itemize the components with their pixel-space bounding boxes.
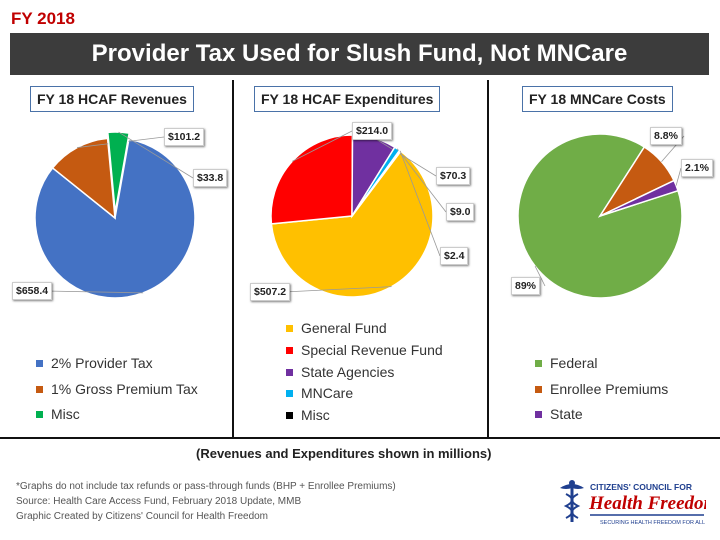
revenues-data-label-1: $101.2: [164, 128, 205, 146]
revenues-legend-swatch-0: [36, 359, 43, 367]
panel-divider-1: [232, 80, 234, 437]
revenues-leader-0: [45, 290, 144, 294]
expenditures-chart-title: FY 18 HCAF Expenditures: [254, 86, 441, 112]
fiscal-year-label: FY 2018: [11, 9, 75, 28]
logo-main-text: Health Freedom: [588, 493, 706, 514]
mncare-legend-item-0: Federal: [535, 355, 597, 371]
revenues-legend-swatch-1: [36, 385, 43, 393]
mncare-legend-swatch-2: [535, 410, 542, 418]
expenditures-legend-item-4: Misc: [286, 407, 330, 423]
expenditures-data-label-0: $507.2: [250, 283, 291, 301]
revenues-leader-2: [118, 131, 194, 179]
revenues-legend-label-2: Misc: [51, 406, 80, 422]
expenditures-leader-4: [399, 150, 441, 257]
expenditures-legend-swatch-1: [286, 346, 293, 354]
revenues-legend-item-0: 2% Provider Tax: [36, 355, 153, 371]
revenues-data-label-0: $658.4: [12, 282, 53, 300]
credit-line: Graphic Created by Citizens' Council for…: [16, 511, 269, 522]
mncare-data-label-1: 8.8%: [650, 127, 682, 145]
expenditures-legend-label-2: State Agencies: [301, 364, 395, 380]
expenditures-leader-3: [396, 148, 447, 213]
mncare-chart-title: FY 18 MNCare Costs: [522, 86, 673, 112]
expenditures-leader-1: [291, 130, 353, 162]
mncare-slice-2: [599, 179, 679, 217]
mncare-leader-2: [675, 167, 682, 186]
ccfhf-logo: CITIZENS' COUNCIL FOR Health Freedom SEC…: [556, 478, 718, 528]
mncare-legend-item-1: Enrollee Premiums: [535, 381, 668, 397]
expenditures-legend-swatch-3: [286, 389, 293, 397]
expenditures-legend-item-1: Special Revenue Fund: [286, 342, 443, 358]
expenditures-legend-label-1: Special Revenue Fund: [301, 342, 443, 358]
expenditures-data-label-3: $9.0: [446, 203, 475, 221]
expenditures-legend-item-3: MNCare: [286, 385, 353, 401]
expenditures-legend-swatch-0: [286, 324, 293, 332]
expenditures-legend-label-3: MNCare: [301, 385, 354, 401]
revenues-legend-item-2: Misc: [36, 406, 80, 422]
expenditures-slice-1: [270, 134, 354, 225]
revenues-data-label-2: $33.8: [193, 169, 228, 187]
expenditures-data-label-2: $70.3: [436, 167, 471, 185]
page-title: Provider Tax Used for Slush Fund, Not MN…: [10, 33, 709, 75]
source-line: Source: Health Care Access Fund, Februar…: [16, 496, 302, 507]
panel-divider-2: [487, 80, 489, 437]
revenues-chart-title: FY 18 HCAF Revenues: [30, 86, 194, 112]
expenditures-legend-swatch-2: [286, 368, 293, 376]
mncare-legend-label-2: State: [550, 406, 583, 422]
units-note: (Revenues and Expenditures shown in mill…: [196, 446, 492, 461]
revenues-legend-label-1: 1% Gross Premium Tax: [51, 381, 198, 397]
logo-top-text: CITIZENS' COUNCIL FOR: [590, 482, 692, 492]
revenues-legend-swatch-2: [36, 410, 43, 418]
expenditures-leader-0: [283, 286, 392, 293]
caduceus-icon: [560, 480, 584, 522]
bottom-divider: [0, 437, 720, 439]
expenditures-legend-swatch-4: [286, 411, 293, 419]
logo-tagline: SECURING HEALTH FREEDOM FOR ALL: [600, 520, 705, 526]
expenditures-legend-label-0: General Fund: [301, 320, 387, 336]
footnote: *Graphs do not include tax refunds or pa…: [16, 481, 396, 492]
mncare-legend-swatch-1: [535, 385, 542, 393]
mncare-legend-swatch-0: [535, 359, 542, 367]
mncare-legend-label-1: Enrollee Premiums: [550, 381, 669, 397]
expenditures-data-label-1: $214.0: [352, 122, 393, 140]
expenditures-data-label-4: $2.4: [440, 247, 469, 265]
expenditures-legend-item-0: General Fund: [286, 320, 387, 336]
expenditures-legend-label-4: Misc: [301, 407, 330, 423]
mncare-legend-label-0: Federal: [550, 355, 598, 371]
revenues-legend-label-0: 2% Provider Tax: [51, 355, 153, 371]
mncare-legend-item-2: State: [535, 406, 583, 422]
mncare-leader-0: [534, 265, 546, 287]
mncare-data-label-2: 2.1%: [681, 159, 713, 177]
mncare-data-label-0: 89%: [511, 277, 541, 295]
expenditures-legend-item-2: State Agencies: [286, 364, 394, 380]
revenues-legend-item-1: 1% Gross Premium Tax: [36, 381, 198, 397]
expenditures-leader-2: [374, 137, 437, 177]
